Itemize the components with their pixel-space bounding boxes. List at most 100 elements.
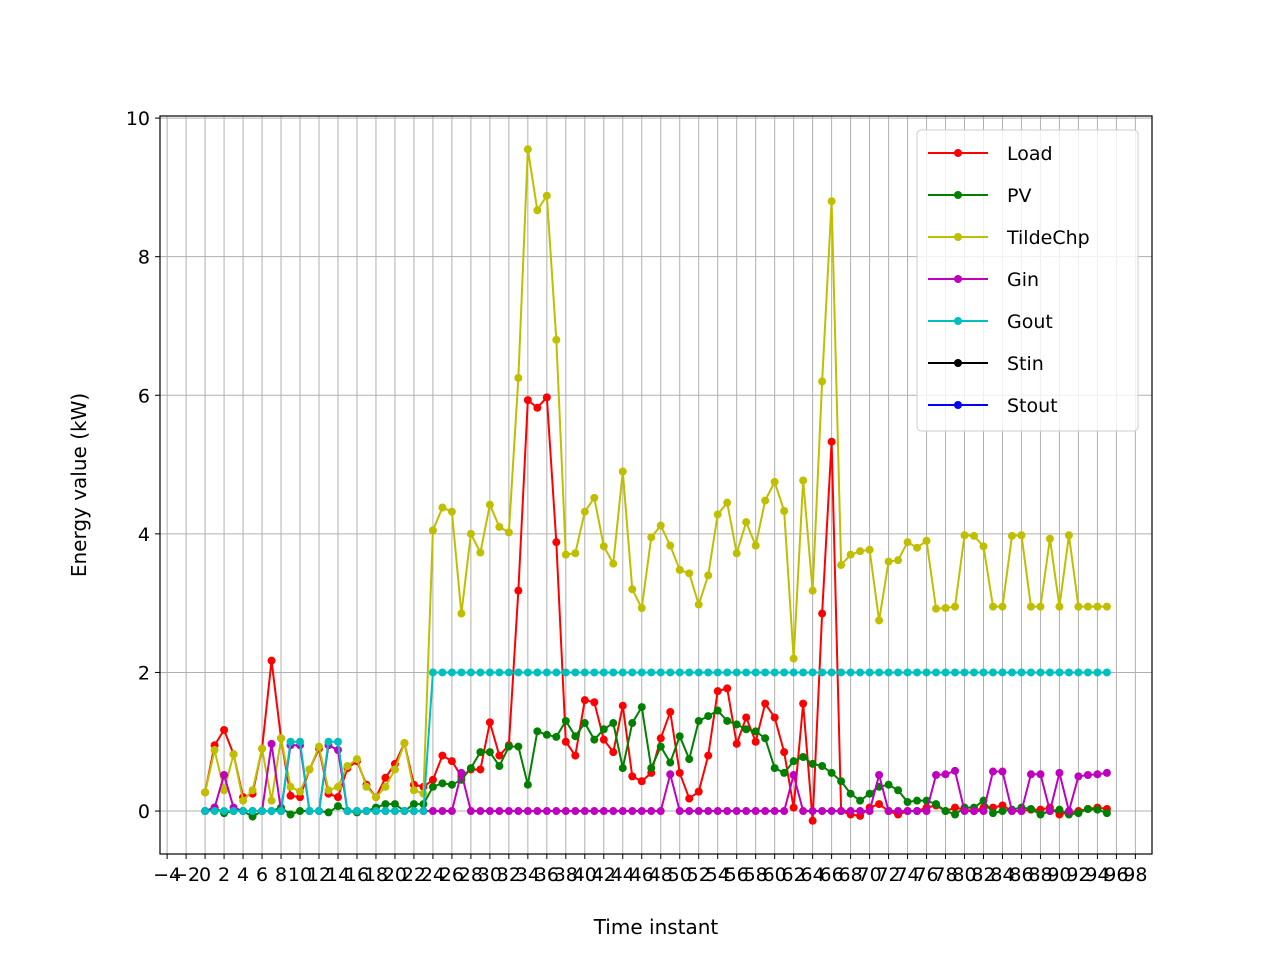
data-point	[742, 518, 751, 527]
data-point	[590, 493, 599, 502]
data-point	[656, 807, 665, 816]
data-point	[609, 807, 618, 816]
x-tick-label: 42	[592, 864, 616, 886]
data-point	[286, 791, 295, 800]
data-point	[998, 767, 1007, 776]
data-point	[685, 755, 694, 764]
data-point	[884, 668, 893, 677]
data-point	[599, 542, 608, 551]
x-tick-label: 76	[914, 864, 938, 886]
data-point	[609, 748, 618, 757]
data-point	[1093, 668, 1102, 677]
data-point	[333, 802, 342, 811]
data-point	[514, 586, 523, 595]
data-point	[286, 782, 295, 791]
data-point	[922, 668, 931, 677]
x-tick-label: 0	[199, 864, 211, 886]
data-point	[1045, 534, 1054, 543]
data-point	[922, 536, 931, 545]
data-point	[628, 719, 637, 728]
x-tick-label: 14	[326, 864, 350, 886]
data-point	[837, 561, 846, 570]
data-point	[552, 538, 561, 547]
data-point	[428, 526, 437, 535]
data-point	[675, 668, 684, 677]
x-tick-label: 46	[630, 864, 654, 886]
data-point	[742, 807, 751, 816]
data-point	[324, 737, 333, 746]
data-point	[998, 668, 1007, 677]
data-point	[751, 541, 760, 550]
data-point	[1045, 668, 1054, 677]
data-point	[970, 668, 979, 677]
data-point	[761, 668, 770, 677]
data-point	[732, 739, 741, 748]
data-point	[704, 751, 713, 760]
x-tick-label: 8	[275, 864, 287, 886]
legend: Load PV TildeChp Gin Gout Stin Stout	[916, 129, 1139, 432]
data-point	[438, 668, 447, 677]
data-point	[466, 668, 475, 677]
data-point	[220, 807, 229, 816]
data-point	[922, 807, 931, 816]
data-point	[514, 807, 523, 816]
data-point	[637, 777, 646, 786]
data-point	[685, 668, 694, 677]
data-point	[979, 542, 988, 551]
data-point	[988, 602, 997, 611]
data-point	[248, 812, 257, 821]
data-point	[951, 668, 960, 677]
data-point	[447, 807, 456, 816]
data-point	[409, 800, 418, 809]
data-point	[1074, 602, 1083, 611]
x-tick-label: 32	[497, 864, 521, 886]
x-tick-label: 12	[307, 864, 331, 886]
data-point	[998, 602, 1007, 611]
data-point	[1026, 668, 1035, 677]
data-point	[656, 668, 665, 677]
data-point	[742, 725, 751, 734]
data-point	[296, 793, 305, 802]
x-tick-label: 50	[668, 864, 692, 886]
data-point	[960, 668, 969, 677]
data-point	[751, 668, 760, 677]
data-point	[210, 746, 219, 755]
data-point	[390, 800, 399, 809]
data-point	[808, 759, 817, 768]
data-point	[675, 732, 684, 741]
data-point	[523, 807, 532, 816]
data-point	[466, 529, 475, 538]
data-point	[438, 751, 447, 760]
data-point	[761, 734, 770, 743]
x-tick-label: 72	[876, 864, 900, 886]
data-point	[1036, 602, 1045, 611]
data-point	[409, 786, 418, 795]
data-point	[1007, 531, 1016, 540]
data-point	[932, 771, 941, 780]
data-point	[713, 668, 722, 677]
data-point	[1083, 602, 1092, 611]
data-point	[780, 807, 789, 816]
data-point	[618, 467, 627, 476]
x-tick-label: 86	[1009, 864, 1033, 886]
data-point	[951, 766, 960, 775]
data-point	[903, 807, 912, 816]
data-point	[789, 803, 798, 812]
data-point	[903, 798, 912, 807]
data-point	[894, 786, 903, 795]
data-point	[258, 807, 267, 816]
data-point	[333, 782, 342, 791]
data-point	[504, 742, 513, 751]
data-point	[979, 807, 988, 816]
data-point	[542, 730, 551, 739]
data-point	[1055, 768, 1064, 777]
data-point	[732, 807, 741, 816]
data-point	[248, 807, 257, 816]
data-point	[1093, 602, 1102, 611]
data-point	[846, 807, 855, 816]
data-point	[561, 716, 570, 725]
data-point	[732, 668, 741, 677]
data-point	[742, 668, 751, 677]
data-point	[875, 771, 884, 780]
data-point	[694, 600, 703, 609]
